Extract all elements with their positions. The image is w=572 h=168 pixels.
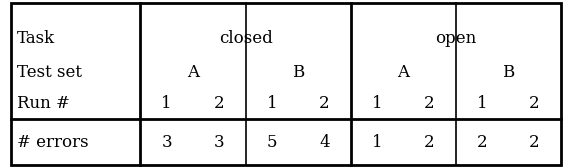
Text: 1: 1	[371, 95, 382, 112]
Text: 2: 2	[529, 95, 539, 112]
Text: 3: 3	[214, 134, 225, 151]
Text: Test set: Test set	[17, 64, 82, 81]
Text: 4: 4	[319, 134, 329, 151]
Text: A: A	[187, 64, 199, 81]
Text: 1: 1	[476, 95, 487, 112]
Text: 5: 5	[267, 134, 277, 151]
Text: Run #: Run #	[17, 95, 70, 112]
Text: # errors: # errors	[17, 134, 89, 151]
Text: 2: 2	[424, 95, 435, 112]
Text: A: A	[397, 64, 409, 81]
Text: 1: 1	[267, 95, 277, 112]
Text: open: open	[435, 30, 476, 47]
Text: 3: 3	[161, 134, 172, 151]
Text: 1: 1	[161, 95, 172, 112]
Text: B: B	[502, 64, 514, 81]
Text: 2: 2	[424, 134, 435, 151]
Text: 1: 1	[371, 134, 382, 151]
Text: B: B	[292, 64, 304, 81]
Text: 2: 2	[529, 134, 539, 151]
Text: closed: closed	[219, 30, 272, 47]
Text: 2: 2	[476, 134, 487, 151]
Text: 2: 2	[319, 95, 329, 112]
Text: Task: Task	[17, 30, 55, 47]
Text: 2: 2	[214, 95, 225, 112]
